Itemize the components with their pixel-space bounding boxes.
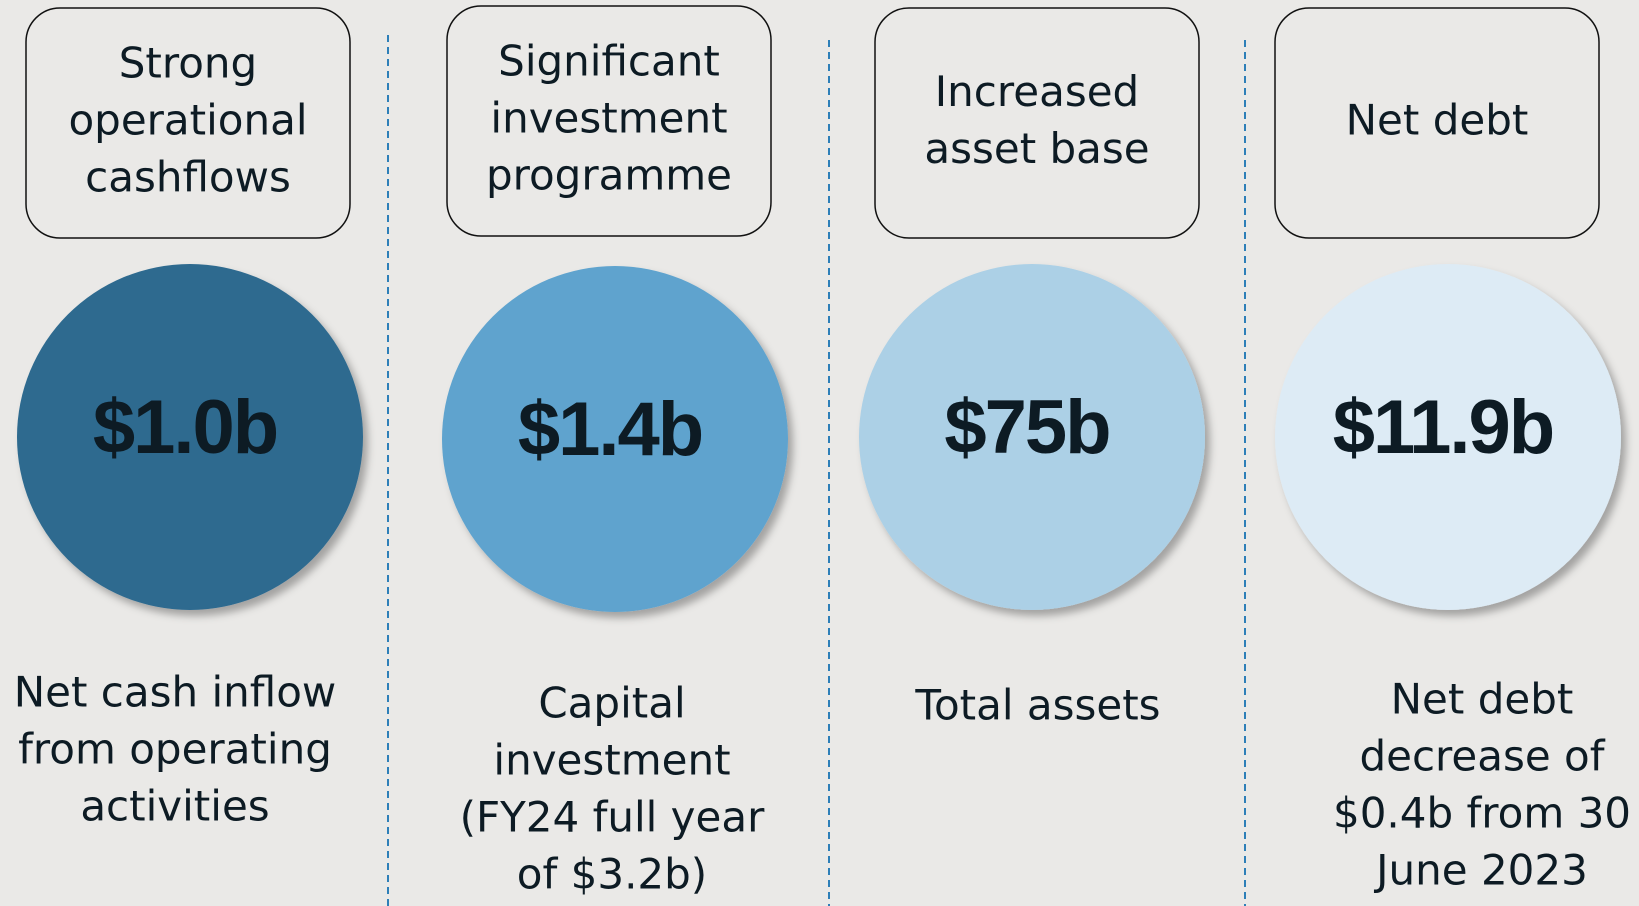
description-text: Total assets — [914, 681, 1160, 730]
header-text: Net debt — [1346, 96, 1529, 145]
value-text: $75b — [944, 385, 1109, 470]
description-text: from operating — [18, 725, 332, 774]
header-box — [25, 7, 351, 239]
header-box — [1274, 7, 1600, 239]
header-text: Significant — [498, 37, 720, 86]
header-text: cashflows — [85, 153, 291, 202]
description-text: decrease of — [1359, 732, 1605, 781]
header-text: operational — [68, 96, 307, 145]
value-circle — [1275, 264, 1621, 610]
value-circle — [17, 264, 363, 610]
header-text: programme — [486, 151, 732, 200]
description-text: Net debt — [1391, 675, 1574, 724]
header-text: Increased — [935, 67, 1139, 116]
description-text: June 2023 — [1373, 846, 1588, 895]
description-text: (FY24 full year — [460, 793, 766, 842]
header-text: investment — [490, 94, 727, 143]
description-text: Net cash inflow — [14, 668, 337, 717]
description-text: Capital — [538, 679, 685, 728]
description-text: of $3.2b) — [517, 850, 707, 899]
header-box — [874, 7, 1200, 239]
description-text: $0.4b from 30 — [1333, 789, 1631, 838]
value-text: $11.9b — [1333, 385, 1553, 470]
header-text: Strong — [119, 39, 257, 88]
description-text: activities — [80, 782, 269, 831]
value-text: $1.0b — [93, 385, 277, 470]
value-circle — [442, 266, 788, 612]
header-text: asset base — [924, 124, 1149, 173]
value-circle — [859, 264, 1205, 610]
value-text: $1.4b — [518, 387, 702, 472]
header-box — [446, 5, 772, 237]
description-text: investment — [493, 736, 730, 785]
